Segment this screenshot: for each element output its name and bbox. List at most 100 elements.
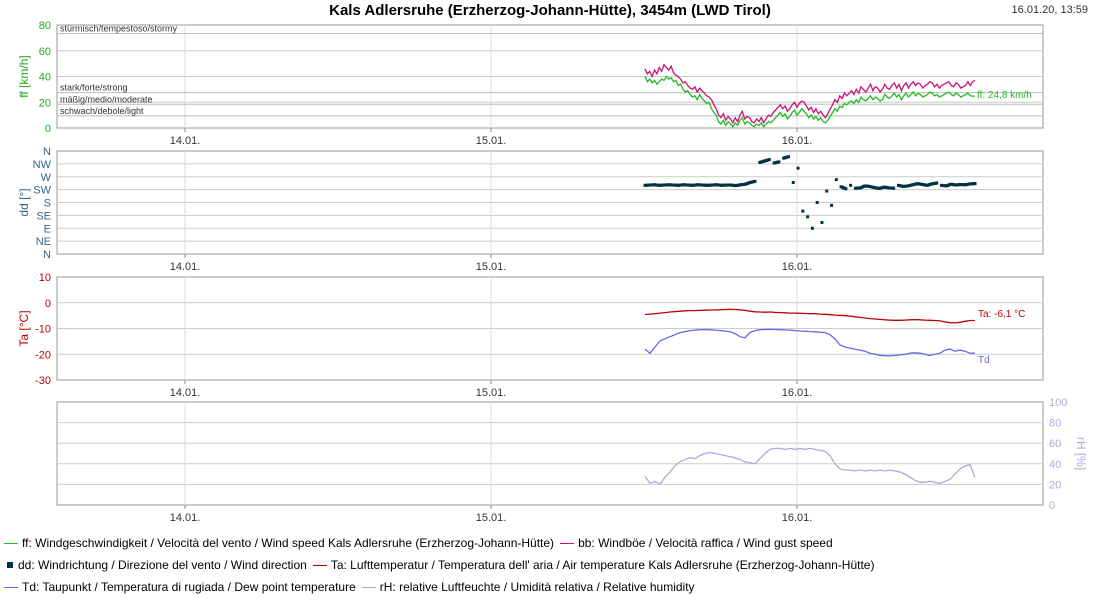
legend-item-rh[interactable]: rH: relative Luftfeuchte / Umidità relat… — [361, 580, 695, 594]
dd-point — [871, 185, 875, 189]
band-label: stürmisch/tempestoso/stormy — [60, 23, 178, 33]
x-tick-label: 14.01. — [170, 387, 201, 399]
series-line-Td — [644, 328, 975, 357]
y-tick-label: N — [43, 249, 51, 261]
dd-point — [891, 186, 894, 190]
legend-label-rh: rH: relative Luftfeuchte / Umidità relat… — [379, 580, 695, 594]
series-line-rH — [644, 447, 976, 486]
y-tick-label: 0 — [45, 123, 51, 135]
dd-point — [919, 182, 923, 186]
dd-point — [825, 189, 829, 193]
y-tick-label: -20 — [35, 349, 51, 361]
y-tick-label: 80 — [39, 20, 51, 32]
y-tick-label: -30 — [35, 375, 51, 387]
ff-end-label: ff: 24,8 km/h — [977, 90, 1032, 101]
dd-point — [685, 183, 689, 187]
dd-point — [972, 182, 976, 186]
dd-point — [723, 183, 727, 187]
y-tick-label: W — [41, 172, 52, 184]
dd-point — [733, 183, 737, 187]
legend-row-3: Td: Taupunkt / Temperatura di rugiada / … — [4, 579, 701, 595]
dd-point — [761, 159, 765, 163]
dd-point — [766, 158, 770, 162]
legend-label-td: Td: Taupunkt / Temperatura di rugiada / … — [22, 580, 356, 594]
x-tick-label: 14.01. — [170, 512, 201, 524]
band-label: stark/forte/strong — [60, 83, 128, 93]
dd-point — [910, 183, 914, 187]
dd-point — [709, 183, 713, 187]
y-tick-label: 40 — [39, 72, 51, 84]
dd-point — [934, 181, 938, 185]
y-axis-label: rH [%] — [1074, 437, 1088, 470]
x-tick-label: 14.01. — [170, 261, 201, 273]
legend-swatch-ta — [312, 564, 327, 566]
legend-label-ff: ff: Windgeschwindigkeit / Velocità del v… — [22, 536, 555, 550]
y-tick-label: 40 — [1049, 459, 1061, 471]
y-tick-label: 80 — [1049, 418, 1061, 430]
legend-item-td[interactable]: Td: Taupunkt / Temperatura di rugiada / … — [4, 580, 356, 594]
dd-point — [651, 183, 655, 187]
dd-point — [900, 184, 904, 188]
dd-point — [843, 186, 847, 190]
y-tick-label: 100 — [1049, 397, 1067, 409]
series-line-bb — [644, 63, 976, 125]
legend-item-ta[interactable]: Ta: Lufttemperatur / Temperatura dell' a… — [312, 558, 874, 572]
legend-swatch-ff — [4, 542, 18, 544]
band-label: schwach/debole/light — [60, 106, 144, 116]
dd-point — [752, 180, 756, 184]
dd-point — [820, 221, 824, 225]
dd-point — [718, 183, 722, 187]
x-tick-label: 15.01. — [476, 261, 507, 273]
timestamp: 16.01.20, 13:59 — [1011, 4, 1088, 16]
dd-point — [675, 183, 679, 187]
dd-point — [690, 183, 694, 187]
legend-swatch-dd — [7, 562, 13, 568]
dd-point — [867, 184, 871, 188]
dd-point — [830, 203, 834, 207]
dd-point — [791, 180, 795, 184]
legend-item-ff[interactable]: ff: Windgeschwindigkeit / Velocità del v… — [4, 536, 554, 550]
dd-point — [914, 182, 918, 186]
dd-point — [796, 166, 800, 170]
y-tick-label: SE — [36, 210, 51, 222]
y-axis-label: Ta [°C] — [17, 310, 31, 346]
dd-point — [957, 183, 961, 187]
y-tick-label: 10 — [39, 272, 51, 284]
y-tick-label: 60 — [39, 46, 51, 58]
legend-swatch-bb — [560, 542, 575, 544]
legend-swatch-rh — [361, 586, 376, 588]
legend-label-bb: bb: Windböe / Velocità raffica / Wind gu… — [578, 536, 833, 550]
dd-point — [801, 209, 805, 213]
dd-point — [742, 182, 746, 186]
series-line-ff — [644, 75, 975, 128]
dd-point — [656, 183, 660, 187]
dd-point — [661, 183, 665, 187]
dd-point — [785, 155, 789, 159]
dd-point — [704, 183, 708, 187]
band-label: mäßig/medio/moderate — [60, 94, 153, 104]
dd-point — [876, 186, 880, 190]
legend-item-bb[interactable]: bb: Windböe / Velocità raffica / Wind gu… — [560, 536, 833, 550]
x-tick-label: 16.01. — [782, 135, 813, 147]
chart-canvas: 0 20 40 60 80 14.01. 15.01. 16.01. ff [km/h] stür… — [17, 20, 1088, 524]
chart-title: Kals Adlersruhe (Erzherzog-Johann-Hütte)… — [329, 2, 771, 19]
plot-frame-3 — [56, 401, 1044, 506]
y-tick-label: NE — [36, 236, 51, 248]
dd-point — [680, 183, 684, 187]
series-line-Ta — [644, 308, 975, 324]
dd-point — [810, 226, 814, 230]
y-tick-label: 20 — [1049, 479, 1061, 491]
dd-point — [694, 183, 698, 187]
y-axis-label: dd [°] — [17, 188, 31, 216]
x-tick-label: 15.01. — [476, 512, 507, 524]
ta-end-label: Ta: -6,1 °C — [978, 309, 1025, 320]
y-tick-label: S — [44, 198, 51, 210]
x-tick-label: 15.01. — [476, 387, 507, 399]
dd-point — [834, 178, 838, 182]
dd-point — [747, 181, 751, 185]
x-tick-label: 15.01. — [476, 135, 507, 147]
dd-point — [806, 215, 810, 219]
y-tick-label: 20 — [39, 97, 51, 109]
dd-point — [929, 182, 933, 186]
legend-item-dd[interactable]: dd: Windrichtung / Direzione del vento /… — [4, 558, 307, 572]
